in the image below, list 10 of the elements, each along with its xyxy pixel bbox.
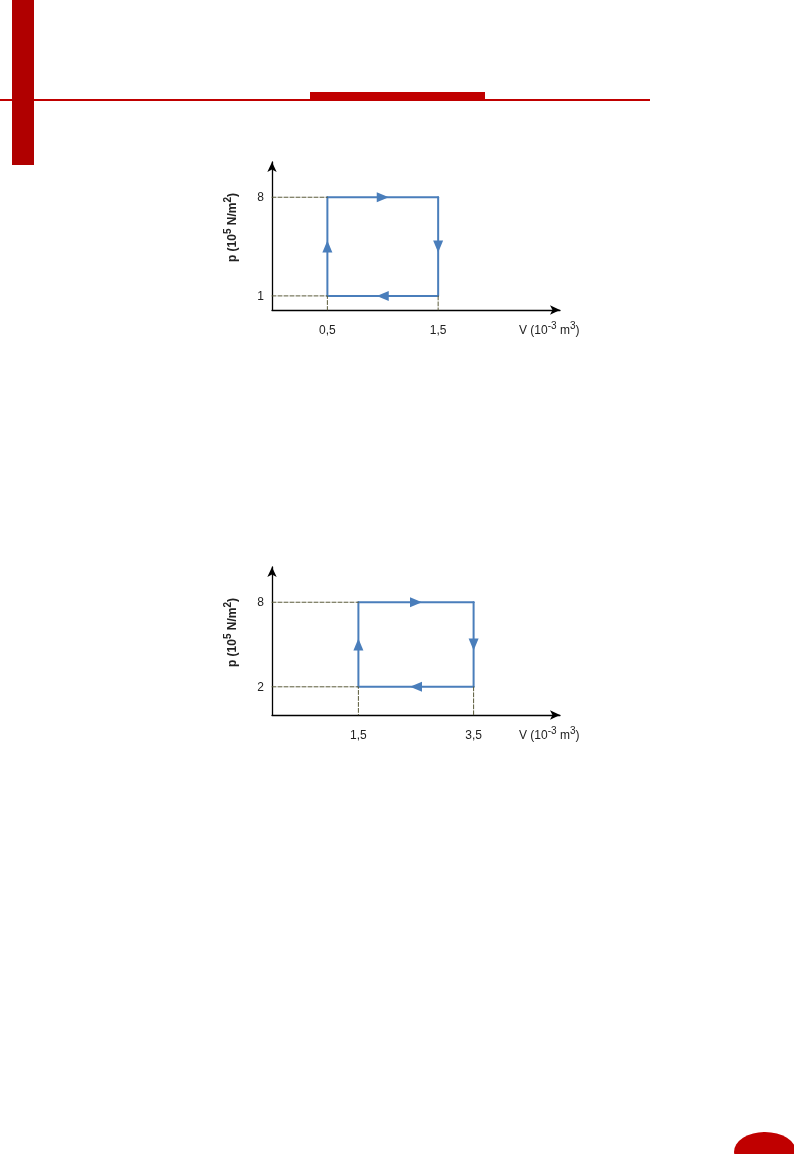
x-axis-title: V (10$^{-3}$ m$^{3}$): [519, 725, 580, 742]
x-axis-title: V (10$^{-3}$ m$^{3}$): [519, 320, 580, 337]
x-tick-label: 0,5: [319, 323, 337, 337]
x-tick-label: 3,5: [465, 728, 483, 742]
y-tick-label: 1: [257, 288, 265, 303]
y-tick-label: 8: [257, 595, 265, 610]
x-tick-label: 1,5: [350, 728, 368, 742]
y-tick-label: 8: [257, 190, 265, 205]
x-tick-label: 1,5: [429, 323, 447, 337]
y-tick-label: 2: [257, 679, 265, 694]
